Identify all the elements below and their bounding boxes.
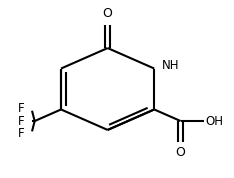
Text: F: F: [18, 102, 25, 116]
Text: OH: OH: [205, 114, 223, 128]
Text: O: O: [103, 7, 113, 20]
Text: NH: NH: [162, 59, 179, 72]
Text: F: F: [18, 114, 25, 128]
Text: O: O: [176, 146, 186, 159]
Text: F: F: [18, 127, 25, 140]
